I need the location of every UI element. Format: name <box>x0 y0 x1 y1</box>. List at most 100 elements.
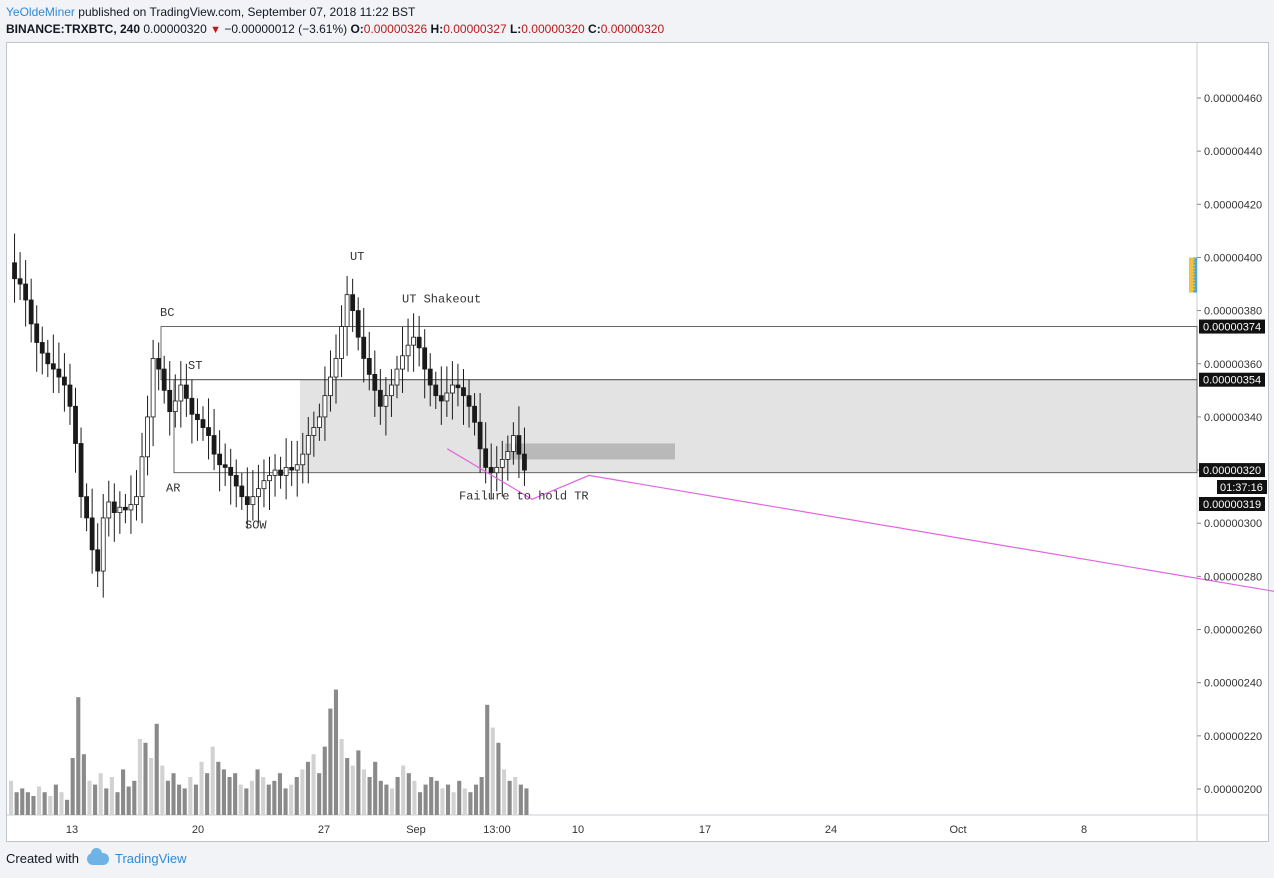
annotation-label: SOW <box>245 519 267 533</box>
volume-bar <box>160 765 165 815</box>
volume-bar <box>272 780 277 815</box>
volume-bar <box>367 777 372 815</box>
volume-bar <box>401 765 406 815</box>
volume-bar <box>165 780 170 815</box>
candle-body <box>466 395 472 407</box>
candle-body <box>322 395 328 418</box>
candle-body <box>12 262 17 280</box>
volume-bar <box>154 723 159 815</box>
x-tick-label: 8 <box>1081 824 1087 836</box>
bc-range-outline <box>160 326 1198 381</box>
y-tick-label: 0.00000200 <box>1204 784 1262 796</box>
annotation-label: Failure to hold TR <box>459 489 589 503</box>
candle-body <box>316 416 322 428</box>
candle-body <box>261 480 267 490</box>
candle-body <box>256 488 261 498</box>
candle-body <box>250 496 256 506</box>
candle-body <box>206 427 211 436</box>
price-tag <box>1199 319 1265 334</box>
candle-body <box>122 506 128 511</box>
symbol-label[interactable]: BINANCE:TRXBTC, 240 <box>6 22 141 36</box>
candle-body <box>394 368 400 386</box>
candle-body <box>427 368 433 386</box>
trading-range-box <box>300 379 1197 473</box>
volume-bar <box>65 799 70 815</box>
volume-bar <box>210 746 215 815</box>
volume-bar <box>132 780 137 815</box>
candle-body <box>111 501 117 514</box>
candle-body <box>150 358 156 418</box>
candle-body <box>510 435 516 452</box>
volume-bar <box>104 788 109 815</box>
volume-bar <box>244 788 249 815</box>
volume-bar <box>199 761 204 815</box>
volume-bar <box>109 777 114 815</box>
volume-profile-bar <box>1193 290 1197 293</box>
volume-bar <box>322 746 327 815</box>
candle-body <box>167 389 173 413</box>
volume-bar <box>182 788 187 815</box>
candle-body <box>405 344 411 357</box>
volume-bar <box>361 769 367 815</box>
candle-body <box>267 474 272 482</box>
y-tick-label: 0.00000420 <box>1204 199 1262 211</box>
tradingview-link[interactable]: TradingView <box>114 851 187 866</box>
candle-body <box>23 283 29 301</box>
candle-body <box>78 443 84 498</box>
x-tick-label: Oct <box>949 824 966 836</box>
price-tag <box>1199 372 1265 387</box>
volume-bar <box>193 784 198 815</box>
candle-body <box>344 294 350 327</box>
open-label: O: <box>350 22 364 36</box>
supply-zone <box>505 443 675 460</box>
candle-body <box>28 299 34 325</box>
candle-body <box>383 395 389 407</box>
candle-body <box>472 405 477 423</box>
down-arrow-icon: ▼ <box>210 24 221 36</box>
volume-bar <box>283 788 288 815</box>
volume-bar <box>294 777 299 815</box>
candle-body <box>134 496 139 506</box>
volume-bar <box>389 788 395 815</box>
volume-bar <box>289 784 294 815</box>
candle-body <box>522 453 527 471</box>
volume-bar <box>395 777 400 815</box>
candle-body <box>178 384 184 402</box>
candle-body <box>300 453 306 466</box>
candle-body <box>339 326 344 359</box>
volume-bar <box>423 784 428 815</box>
x-tick-label: 27 <box>318 824 330 836</box>
volume-bar <box>9 780 14 815</box>
volume-bar <box>149 758 154 815</box>
volume-bar <box>490 727 495 815</box>
volume-bar <box>121 769 126 815</box>
candle-body <box>488 467 494 474</box>
candle-body <box>73 405 78 444</box>
volume-bar <box>115 792 120 815</box>
volume-bar <box>300 769 305 815</box>
candle-body <box>211 435 217 455</box>
volume-bar <box>468 792 473 815</box>
x-tick-label: 13 <box>66 824 78 836</box>
candle-body <box>222 464 228 468</box>
candle-body <box>305 435 311 455</box>
volume-bar <box>350 765 355 815</box>
volume-bar <box>406 773 411 815</box>
countdown-tag <box>1217 480 1267 494</box>
candle-body <box>200 419 206 428</box>
candle-body <box>189 397 195 415</box>
volume-bar <box>42 792 47 815</box>
volume-bar <box>518 784 523 815</box>
candle-body <box>433 384 439 397</box>
candle-body <box>377 389 383 407</box>
x-tick-label: 24 <box>825 824 837 836</box>
volume-bar <box>451 792 456 815</box>
volume-bar <box>221 769 226 815</box>
volume-bar <box>59 792 64 815</box>
annotation-label: UT Shakeout <box>402 293 481 307</box>
volume-bar <box>524 788 529 815</box>
author-link[interactable]: YeOldeMiner <box>6 5 75 19</box>
candle-body <box>39 342 45 354</box>
candle-body <box>289 467 295 471</box>
